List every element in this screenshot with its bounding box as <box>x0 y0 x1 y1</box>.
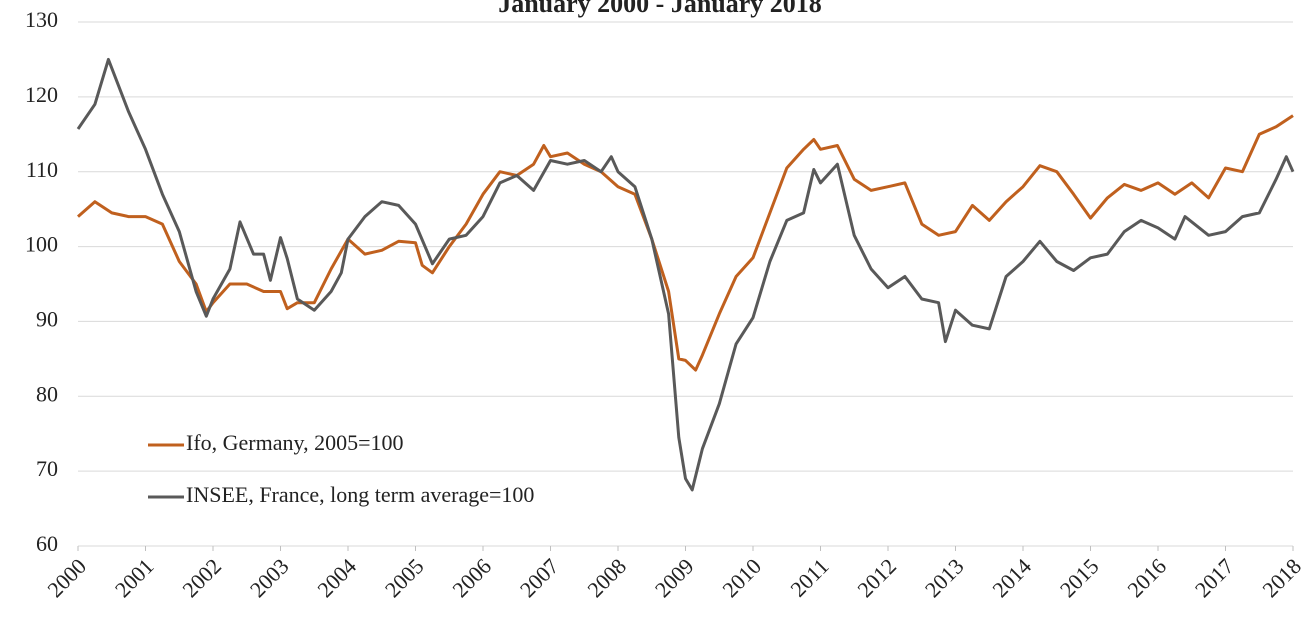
y-tick-label: 130 <box>25 7 58 32</box>
x-tick-label: 2010 <box>717 553 766 602</box>
x-tick-label: 2005 <box>380 553 429 602</box>
x-tick-label: 2014 <box>987 553 1036 602</box>
x-tick-label: 2012 <box>852 553 901 602</box>
y-tick-label: 90 <box>36 306 58 331</box>
legend-label: Ifo, Germany, 2005=100 <box>186 430 404 455</box>
series-line <box>77 114 1294 372</box>
x-tick-label: 2018 <box>1257 553 1306 602</box>
y-tick-label: 80 <box>36 381 58 406</box>
x-tick-label: 2008 <box>582 553 631 602</box>
x-tick-label: 2003 <box>245 553 294 602</box>
x-tick-label: 2001 <box>110 553 159 602</box>
y-tick-label: 70 <box>36 456 58 481</box>
x-tick-label: 2011 <box>785 553 833 601</box>
y-tick-label: 100 <box>25 232 58 257</box>
x-tick-label: 2015 <box>1055 553 1104 602</box>
legend-label: INSEE, France, long term average=100 <box>186 482 534 507</box>
x-tick-label: 2002 <box>177 553 226 602</box>
x-tick-label: 2016 <box>1122 553 1171 602</box>
x-tick-label: 2009 <box>650 553 699 602</box>
series-line <box>76 57 1295 492</box>
x-tick-label: 2000 <box>42 553 91 602</box>
chart-title: January 2000 - January 2018 <box>498 0 822 18</box>
x-tick-label: 2007 <box>515 553 564 602</box>
x-tick-label: 2013 <box>920 553 969 602</box>
x-tick-label: 2017 <box>1190 553 1239 602</box>
x-tick-label: 2004 <box>312 553 361 602</box>
y-tick-label: 110 <box>26 157 58 182</box>
x-tick-label: 2006 <box>447 553 496 602</box>
y-tick-label: 120 <box>25 82 58 107</box>
y-tick-label: 60 <box>36 531 58 556</box>
